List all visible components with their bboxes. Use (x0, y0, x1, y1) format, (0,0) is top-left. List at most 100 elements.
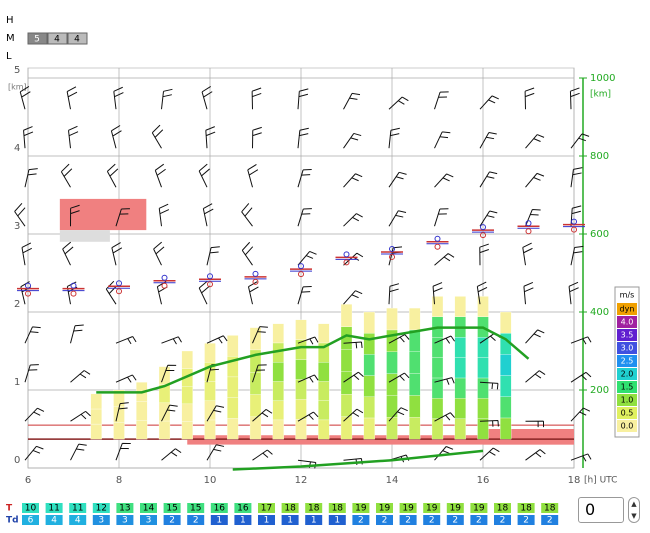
pressure-marker (108, 280, 130, 295)
column-segment (477, 357, 489, 379)
row-cell (470, 503, 488, 513)
row-cell (399, 515, 417, 525)
surface-strip (187, 435, 574, 445)
pressure-marker (17, 282, 39, 297)
wind-barb (24, 407, 45, 422)
row-cell (328, 503, 346, 513)
legend-label: 4.0 (621, 318, 634, 327)
row-cell (234, 503, 252, 513)
column-segment (318, 323, 330, 344)
marker-dot (343, 251, 350, 258)
wind-barb (525, 172, 545, 188)
row-value: 1 (240, 516, 246, 526)
row-value: 3 (122, 516, 128, 526)
row-cell (541, 515, 559, 525)
column (158, 366, 171, 440)
column (204, 343, 216, 440)
y-tick-label: 2 (14, 299, 20, 310)
m-box (47, 32, 68, 45)
wind-barb (522, 242, 533, 266)
marker-dot (480, 224, 486, 231)
x-tick-label: 8 (116, 475, 122, 486)
row-cell (140, 515, 157, 525)
wind-barb (206, 405, 225, 422)
wind-barb (70, 410, 91, 422)
wind-barb (24, 364, 39, 383)
column-segment (477, 337, 489, 358)
column-segment (318, 362, 330, 382)
column-segment (500, 396, 512, 419)
legend-label: dyn (620, 305, 635, 314)
wind-barb (434, 208, 449, 227)
column-segment (295, 419, 307, 440)
pressure-marker (153, 274, 176, 289)
wind-barb (434, 173, 454, 188)
wind-barb (247, 281, 259, 305)
wind-barb (110, 125, 122, 149)
column-segment (340, 304, 353, 327)
row-value: 19 (450, 504, 462, 514)
wind-barb (525, 329, 545, 344)
row-cell (210, 515, 228, 525)
wind-barb (388, 372, 410, 383)
wind-barb (388, 210, 407, 227)
column-segment (295, 359, 307, 380)
wind-barb (60, 163, 73, 188)
wind-barb (113, 86, 124, 110)
wind-barb (343, 132, 362, 149)
column-segment (409, 417, 421, 440)
legend-label: 2.0 (621, 370, 634, 379)
row-value: 2 (547, 516, 553, 526)
column-segment (363, 333, 375, 355)
spinner-buttons[interactable]: ▲ ▼ (628, 497, 640, 523)
column-segment (500, 417, 512, 440)
row-value: 10 (25, 504, 37, 514)
column-segment (136, 401, 148, 421)
marker-dot (434, 243, 441, 250)
wind-barb (479, 171, 498, 188)
row-value: 18 (497, 504, 509, 514)
row-value: 14 (143, 504, 155, 514)
wind-barb (153, 241, 165, 266)
row-cell (470, 515, 488, 525)
row-cell (163, 503, 181, 513)
column-segment (500, 311, 512, 334)
wind-barb (479, 132, 497, 149)
legend-label: 0.0 (621, 422, 634, 431)
wind-barb (111, 242, 123, 266)
row-cell (187, 515, 205, 525)
wind-barb (251, 87, 262, 110)
column (500, 311, 512, 440)
x-unit: [h] UTC (584, 476, 617, 486)
wind-barb (158, 203, 170, 227)
row-cell (541, 503, 559, 513)
wind-barb (570, 336, 592, 345)
legend-swatch (617, 355, 637, 367)
spinner-input[interactable]: 0 (578, 497, 624, 523)
column-segment (249, 416, 262, 440)
wind-barb (206, 444, 225, 461)
wind-barb (297, 411, 319, 422)
row-value: 18 (332, 504, 344, 514)
marker-dot (571, 226, 577, 233)
row-value: 3 (146, 516, 152, 526)
column-segment (431, 398, 444, 419)
wind-barb (525, 420, 545, 428)
marker-dot (525, 220, 532, 227)
column-segment (318, 419, 330, 440)
low-line (232, 449, 484, 471)
column-segment (340, 371, 353, 395)
marker-dot (116, 288, 122, 295)
y-tick-label: 4 (14, 143, 20, 154)
y2-tick-label: 200 (590, 385, 609, 396)
marker-dot (571, 218, 577, 225)
row-cell (258, 515, 275, 525)
wind-barb (388, 96, 409, 110)
wind-barb (570, 407, 591, 422)
row-cell (281, 515, 299, 525)
column-segment (409, 307, 421, 331)
row-value: 2 (169, 516, 175, 526)
wind-barb (161, 404, 178, 422)
wind-barb (524, 87, 535, 110)
